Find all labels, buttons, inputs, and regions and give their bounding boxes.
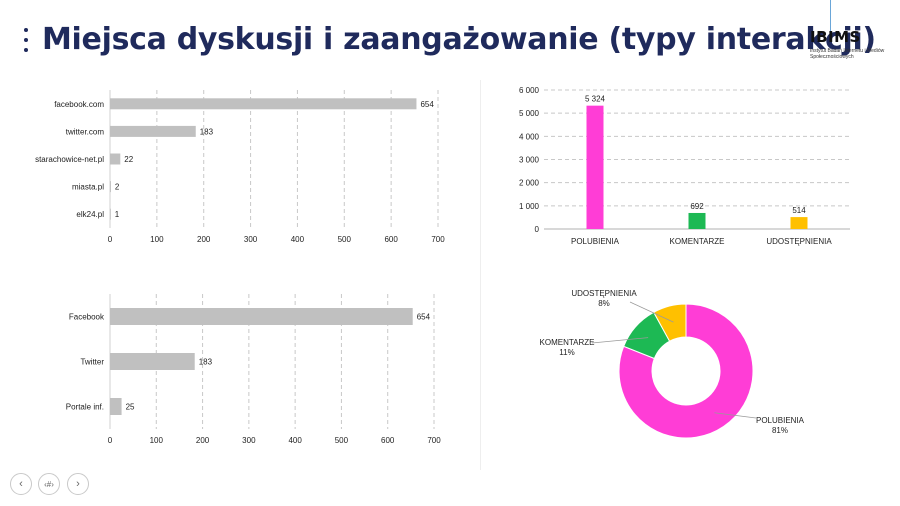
x-tick-label: 700	[427, 436, 441, 445]
page-title: Miejsca dyskusji i zaangażowanie (typy i…	[42, 22, 876, 57]
x-tick-label: 600	[384, 235, 398, 244]
bar	[110, 308, 413, 325]
x-tick-label: 100	[150, 436, 164, 445]
logo-accent-line	[830, 0, 831, 34]
category-label: UDOSTĘPNIENIA	[766, 237, 832, 246]
logo-subtitle: Instytut Badań Internetu i Mediów Społec…	[810, 48, 885, 60]
slice-label: UDOSTĘPNIENIA	[571, 289, 637, 298]
slide-number-button[interactable]: ‹#›	[38, 473, 60, 495]
bar	[110, 181, 111, 193]
previous-slide-button[interactable]: ‹	[10, 473, 32, 495]
y-tick-label: 2 000	[519, 179, 540, 188]
column-bar	[790, 217, 808, 229]
column-bar	[586, 105, 604, 229]
x-tick-label: 200	[197, 235, 211, 244]
x-tick-label: 100	[150, 235, 164, 244]
data-label: 2	[115, 183, 120, 192]
bar	[110, 353, 195, 370]
data-label: 514	[792, 206, 806, 215]
data-label: 22	[124, 155, 133, 164]
y-tick-label: 5 000	[519, 109, 540, 118]
x-tick-label: 400	[288, 436, 302, 445]
x-tick-label: 700	[431, 235, 445, 244]
interactions-column-chart: 0 1 000 2 000 3 000 4 000 5 000 6 000 5 324 POLU…	[519, 86, 850, 246]
bar	[110, 398, 122, 415]
data-label: 183	[200, 127, 214, 136]
leader-line	[714, 412, 757, 419]
data-label: 183	[199, 358, 213, 367]
category-label: elk24.pl	[76, 210, 104, 219]
category-label: starachowice-net.pl	[35, 155, 104, 164]
slide-number: ‹#›	[44, 479, 54, 489]
slice-label: KOMENTARZE	[540, 338, 595, 347]
data-label: 1	[115, 210, 120, 219]
bar	[110, 153, 121, 165]
next-slide-button[interactable]: ›	[67, 473, 89, 495]
chevron-left-icon: ‹	[19, 478, 23, 490]
y-tick-label: 0	[535, 225, 540, 234]
category-label: Facebook	[69, 313, 105, 322]
bar	[110, 125, 196, 137]
x-tick-label: 300	[244, 235, 258, 244]
x-tick-label: 0	[108, 436, 113, 445]
column-bar	[688, 212, 706, 229]
slice-percent: 8%	[598, 299, 610, 308]
category-label: Portale inf.	[66, 403, 104, 412]
category-label: twitter.com	[66, 127, 105, 136]
category-label: POLUBIENIA	[571, 237, 620, 246]
category-label: facebook.com	[54, 100, 104, 109]
y-tick-label: 3 000	[519, 156, 540, 165]
bar	[110, 98, 417, 110]
y-tick-label: 4 000	[519, 132, 540, 141]
bar	[110, 208, 111, 220]
donut-slice	[618, 303, 754, 439]
leader-line	[629, 301, 674, 323]
data-label: 5 324	[585, 95, 606, 104]
category-label: KOMENTARZE	[670, 237, 725, 246]
x-tick-label: 200	[196, 436, 210, 445]
x-tick-label: 400	[291, 235, 305, 244]
slice-percent: 81%	[772, 426, 788, 435]
vertical-divider	[480, 80, 481, 470]
y-tick-label: 6 000	[519, 86, 540, 95]
data-label: 654	[420, 100, 434, 109]
donut-slice	[653, 303, 687, 342]
x-tick-label: 500	[335, 436, 349, 445]
y-tick-label: 1 000	[519, 202, 540, 211]
x-tick-label: 600	[381, 436, 395, 445]
chevron-right-icon: ›	[76, 478, 80, 490]
slice-label: POLUBIENIA	[756, 416, 805, 425]
leader-line	[591, 337, 649, 344]
category-label: Twitter	[80, 358, 104, 367]
data-label: 25	[126, 403, 135, 412]
x-tick-label: 300	[242, 436, 256, 445]
logo: IBIMS	[810, 28, 861, 46]
slice-percent: 11%	[559, 348, 574, 357]
data-label: 654	[417, 313, 431, 322]
title-accent-dots	[24, 28, 30, 58]
x-tick-label: 0	[108, 235, 113, 244]
domains-bar-chart: 0 100 200 300 400 500 600 700 facebook.com 654 twi…	[35, 90, 445, 244]
category-label: miasta.pl	[72, 183, 104, 192]
platforms-bar-chart: 0 100 200 300 400 500 600 700 Facebook 654 Twitter…	[66, 294, 441, 445]
data-label: 692	[690, 202, 704, 211]
x-tick-label: 500	[338, 235, 352, 244]
